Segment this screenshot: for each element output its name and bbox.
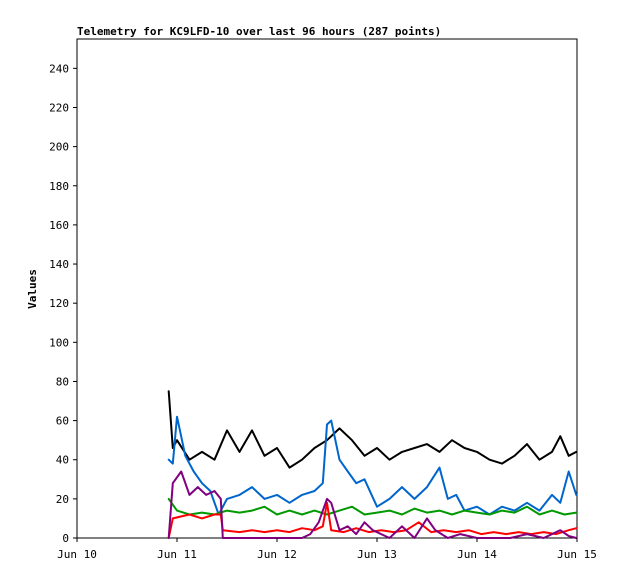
y-tick-label: 100 xyxy=(49,336,69,349)
x-axis: Jun 10 Jun 11 Jun 12 Jun 13 Jun 14 Jun 15 xyxy=(57,538,597,561)
y-tick-label: 20 xyxy=(56,493,69,506)
y-tick-label: 60 xyxy=(56,415,69,428)
x-tick-label: Jun 11 xyxy=(157,548,197,561)
x-tick-label: Jun 14 xyxy=(457,548,497,561)
y-tick-label: 220 xyxy=(49,101,69,114)
y-tick-label: 160 xyxy=(49,219,69,232)
y-tick-label: 80 xyxy=(56,375,69,388)
y-tick-label: 40 xyxy=(56,454,69,467)
y-tick-label: 120 xyxy=(49,297,69,310)
y-tick-label: 200 xyxy=(49,141,69,154)
series-line-5 xyxy=(167,470,578,539)
plot-area xyxy=(76,38,578,539)
chart-title: Telemetry for KC9LFD-10 over last 96 hou… xyxy=(77,25,441,38)
series-line-3 xyxy=(167,497,578,516)
y-tick-label: 180 xyxy=(49,180,69,193)
x-tick-label: Jun 13 xyxy=(357,548,397,561)
x-tick-label: Jun 15 xyxy=(557,548,597,561)
series-layer xyxy=(167,390,578,539)
y-axis: 0 20 40 60 80 100 120 140 160 180 200 220 240 xyxy=(49,62,77,545)
y-axis-label: Values xyxy=(26,269,39,309)
x-tick-label: Jun 12 xyxy=(257,548,297,561)
y-tick-label: 0 xyxy=(62,532,69,545)
x-tick-label: Jun 10 xyxy=(57,548,97,561)
series-line-2 xyxy=(167,415,578,516)
y-tick-label: 240 xyxy=(49,62,69,75)
y-tick-label: 140 xyxy=(49,258,69,271)
series-line-1 xyxy=(167,390,578,469)
